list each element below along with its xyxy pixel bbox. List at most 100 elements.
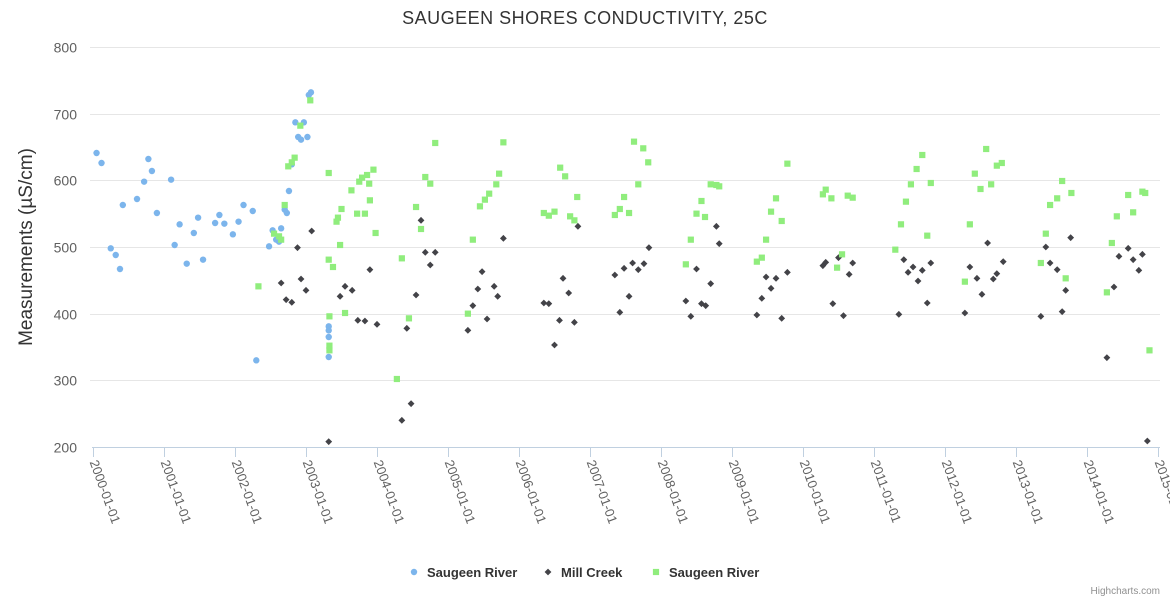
data-point[interactable] [282, 296, 290, 304]
data-point[interactable] [281, 201, 288, 209]
data-point[interactable] [1037, 259, 1044, 267]
data-point[interactable] [265, 243, 273, 250]
data-point[interactable] [611, 271, 619, 279]
data-point[interactable] [693, 210, 700, 217]
data-point[interactable] [153, 209, 161, 217]
data-point[interactable] [1053, 266, 1061, 274]
data-point[interactable] [559, 274, 567, 282]
data-point[interactable] [285, 187, 293, 195]
data-point[interactable] [645, 159, 652, 166]
data-point[interactable] [325, 256, 332, 263]
data-point[interactable] [493, 181, 500, 188]
data-point[interactable] [98, 159, 105, 167]
data-point[interactable] [645, 244, 653, 252]
data-point[interactable] [500, 139, 507, 146]
data-point[interactable] [176, 221, 183, 228]
data-point[interactable] [338, 205, 345, 213]
data-point[interactable] [499, 234, 507, 242]
data-point[interactable] [307, 89, 315, 96]
data-point[interactable] [682, 261, 689, 268]
data-point[interactable] [640, 145, 647, 152]
credits-link[interactable]: Highcharts.com [1091, 586, 1160, 597]
data-point[interactable] [1062, 275, 1069, 282]
data-point[interactable] [570, 318, 578, 326]
data-point[interactable] [829, 300, 837, 308]
data-point[interactable] [116, 265, 124, 273]
data-point[interactable] [211, 219, 219, 227]
data-point[interactable] [1067, 234, 1075, 242]
data-point[interactable] [716, 183, 723, 190]
data-point[interactable] [897, 221, 905, 228]
data-point[interactable] [902, 198, 910, 205]
data-point[interactable] [640, 260, 648, 268]
data-point[interactable] [556, 316, 563, 324]
data-point[interactable] [363, 171, 371, 179]
data-point[interactable] [993, 162, 1000, 169]
data-point[interactable] [270, 230, 278, 237]
data-point[interactable] [297, 275, 305, 283]
data-point[interactable] [403, 324, 411, 332]
data-point[interactable] [998, 159, 1005, 167]
data-point[interactable] [919, 151, 926, 159]
data-point[interactable] [427, 180, 434, 187]
data-point[interactable] [1113, 213, 1120, 220]
data-point[interactable] [783, 268, 791, 276]
data-point[interactable] [119, 201, 127, 209]
data-point[interactable] [194, 214, 202, 221]
data-point[interactable] [326, 347, 333, 354]
data-point[interactable] [625, 209, 633, 217]
data-point[interactable] [199, 256, 207, 263]
data-point[interactable] [758, 294, 766, 302]
data-point[interactable] [687, 236, 694, 243]
data-point[interactable] [822, 258, 830, 266]
data-point[interactable] [464, 326, 472, 334]
data-point[interactable] [966, 263, 974, 271]
legend-item[interactable]: Saugeen River [652, 565, 759, 580]
data-point[interactable] [620, 193, 628, 201]
data-point[interactable] [190, 229, 198, 237]
data-point[interactable] [828, 195, 835, 202]
data-point[interactable] [984, 239, 991, 247]
data-point[interactable] [1115, 252, 1123, 260]
data-point[interactable] [405, 315, 413, 322]
data-point[interactable] [1130, 209, 1137, 216]
data-point[interactable] [983, 145, 990, 153]
data-point[interactable] [93, 149, 100, 157]
data-point[interactable] [1042, 230, 1049, 237]
data-point[interactable] [892, 246, 899, 253]
data-point[interactable] [629, 259, 636, 267]
data-point[interactable] [574, 193, 581, 201]
data-point[interactable] [753, 258, 760, 265]
data-point[interactable] [372, 229, 379, 237]
data-point[interactable] [361, 210, 369, 217]
data-point[interactable] [1129, 256, 1137, 264]
data-point[interactable] [625, 292, 633, 300]
data-point[interactable] [682, 297, 690, 305]
data-point[interactable] [1046, 201, 1054, 209]
data-point[interactable] [838, 251, 846, 258]
data-point[interactable] [701, 213, 709, 221]
data-point[interactable] [833, 264, 841, 271]
data-point[interactable] [1062, 286, 1070, 294]
data-point[interactable] [229, 231, 237, 238]
data-point[interactable] [334, 214, 342, 221]
data-point[interactable] [567, 213, 574, 220]
data-point[interactable] [140, 178, 148, 185]
data-point[interactable] [370, 166, 377, 173]
data-point[interactable] [253, 357, 260, 364]
data-point[interactable] [255, 283, 262, 290]
data-point[interactable] [1046, 259, 1054, 267]
data-point[interactable] [630, 138, 638, 145]
data-point[interactable] [918, 266, 926, 274]
data-point[interactable] [1142, 189, 1149, 197]
data-point[interactable] [551, 208, 558, 215]
data-point[interactable] [326, 313, 333, 320]
data-point[interactable] [325, 169, 332, 177]
data-point[interactable] [565, 289, 573, 297]
data-point[interactable] [341, 309, 349, 317]
data-point[interactable] [772, 195, 780, 202]
data-point[interactable] [924, 232, 931, 239]
data-point[interactable] [927, 259, 935, 267]
data-point[interactable] [307, 97, 314, 104]
data-point[interactable] [366, 180, 373, 187]
